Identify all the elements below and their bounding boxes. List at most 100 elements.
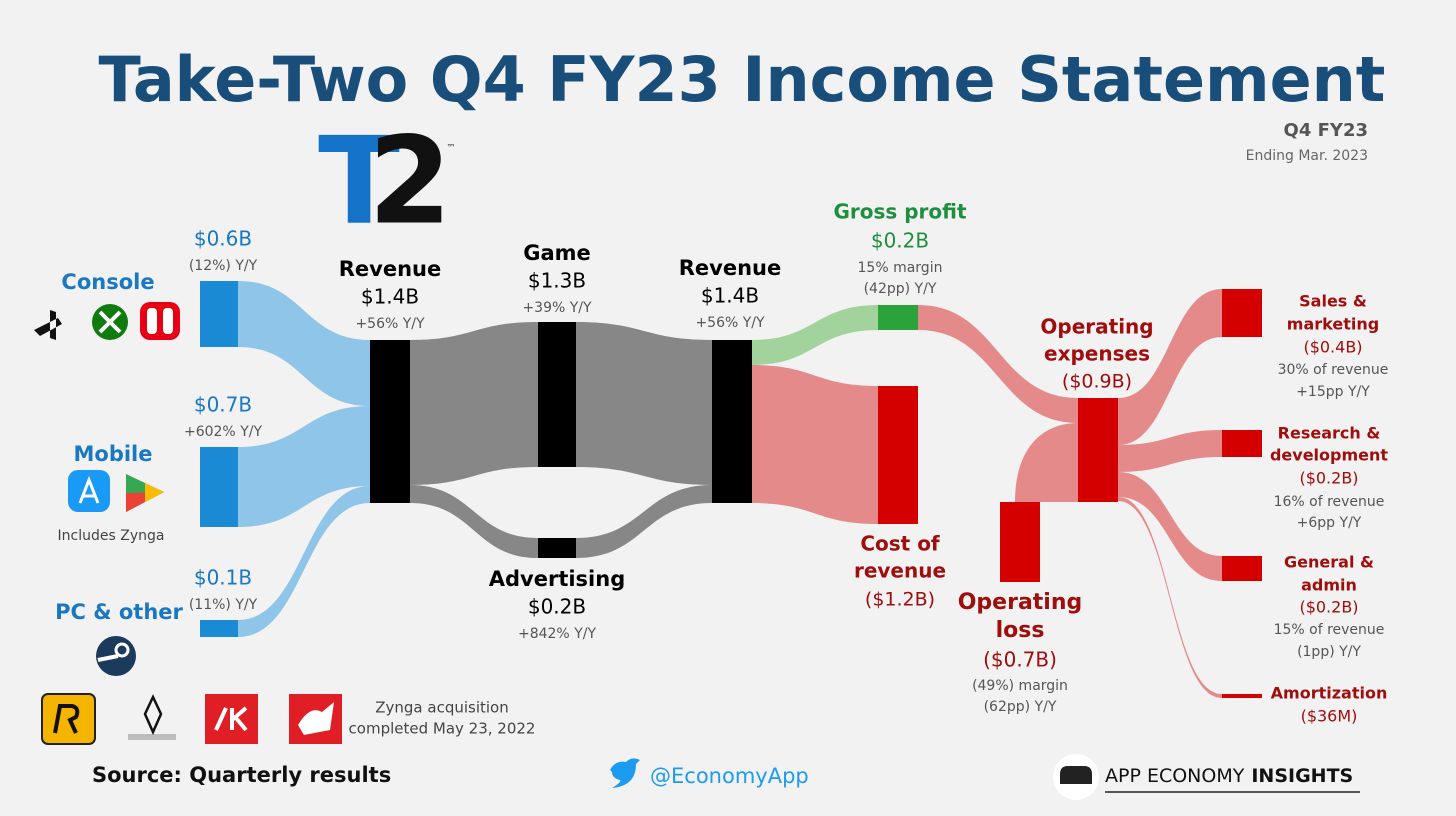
- flow: [918, 305, 1078, 423]
- acquisition-note: completed May 23, 2022: [349, 720, 536, 738]
- flow: [1118, 430, 1222, 472]
- node-name: Revenue: [679, 256, 782, 280]
- growth: (62pp) Y/Y: [984, 699, 1057, 715]
- expense-name: Research &: [1278, 424, 1381, 443]
- growth: (1pp) Y/Y: [1297, 644, 1361, 660]
- twitter-handle: @EconomyApp: [650, 764, 809, 788]
- expense-name: development: [1270, 446, 1388, 465]
- node-name: loss: [996, 618, 1045, 643]
- twitter-icon: [610, 758, 640, 788]
- expense-name: Sales &: [1299, 292, 1367, 311]
- node-name: Game: [523, 241, 591, 265]
- growth: (42pp) Y/Y: [864, 281, 937, 297]
- node-name: Gross profit: [833, 200, 967, 224]
- expense-value: ($36M): [1301, 707, 1358, 726]
- node: [1000, 502, 1040, 582]
- expense-value: ($0.2B): [1299, 598, 1358, 617]
- source: Source: Quarterly results: [92, 763, 391, 787]
- node: [878, 305, 918, 330]
- value: $0.7B: [194, 393, 252, 417]
- node: [200, 620, 238, 637]
- steam-icon: [96, 636, 136, 676]
- node: [878, 386, 918, 524]
- flow: [752, 305, 878, 365]
- node-name: Operating: [1040, 315, 1153, 339]
- growth: +39% Y/Y: [522, 300, 592, 316]
- flow: [576, 322, 712, 485]
- growth: (12%) Y/Y: [189, 258, 258, 274]
- node: [200, 281, 238, 347]
- expense-name: marketing: [1287, 315, 1379, 334]
- flow: [238, 486, 370, 637]
- note: Includes Zynga: [58, 528, 165, 544]
- share: 15% of revenue: [1274, 622, 1385, 638]
- margin: 15% margin: [858, 260, 943, 276]
- node: [538, 322, 576, 467]
- flow: [1015, 423, 1078, 502]
- value: $0.1B: [194, 566, 252, 590]
- growth: +15pp Y/Y: [1296, 384, 1370, 400]
- node: [1222, 289, 1262, 337]
- node-name: revenue: [854, 559, 946, 583]
- node: [200, 447, 238, 527]
- growth: (11%) Y/Y: [189, 597, 258, 613]
- console-icons: [34, 302, 180, 340]
- node-name: Advertising: [489, 567, 626, 591]
- share: 16% of revenue: [1274, 494, 1385, 510]
- mobile-icons: [68, 470, 164, 512]
- expense-name: General &: [1284, 553, 1374, 572]
- node-value: $0.2B: [871, 229, 929, 253]
- period-ending: Ending Mar. 2023: [1246, 148, 1368, 164]
- brand-bold: INSIGHTS: [1251, 765, 1353, 787]
- node-value: ($1.2B): [865, 589, 935, 611]
- logo-2: 2: [368, 113, 452, 252]
- flow: [576, 485, 712, 558]
- growth: +56% Y/Y: [695, 315, 765, 331]
- title: Take-Two Q4 FY23 Income Statement: [99, 43, 1386, 116]
- expense-name: admin: [1301, 576, 1357, 595]
- expense-value: ($0.2B): [1299, 469, 1358, 488]
- node-value: $1.4B: [361, 285, 419, 309]
- growth: +6pp Y/Y: [1297, 515, 1362, 531]
- flow: [1118, 289, 1222, 445]
- segment-name: Console: [61, 270, 154, 294]
- node-value: ($0.7B): [983, 648, 1057, 672]
- growth: +602% Y/Y: [184, 424, 262, 440]
- flows: [238, 281, 1222, 698]
- node: [1078, 398, 1118, 502]
- flow: [1118, 497, 1222, 698]
- segment-name: Mobile: [74, 442, 153, 466]
- node-value: $1.3B: [528, 269, 586, 293]
- node-name: Revenue: [339, 257, 442, 281]
- node: [1222, 556, 1262, 581]
- segment-name: PC & other: [55, 600, 183, 624]
- node-name: Operating: [958, 590, 1083, 615]
- node-value: $1.4B: [701, 284, 759, 308]
- share: 30% of revenue: [1278, 362, 1389, 378]
- period: Q4 FY23: [1284, 120, 1368, 141]
- brand-icon: [1060, 766, 1092, 784]
- node: [538, 538, 576, 558]
- brand-regular: APP ECONOMY: [1105, 765, 1245, 787]
- growth: +842% Y/Y: [518, 626, 596, 642]
- expense-name: Amortization: [1271, 684, 1388, 703]
- flow: [410, 322, 538, 485]
- node: [1222, 430, 1262, 457]
- node-value: ($0.9B): [1062, 371, 1132, 393]
- logo-tm: ™: [447, 144, 456, 154]
- node: [1222, 694, 1262, 698]
- node: [712, 340, 752, 503]
- nodes: [200, 281, 1262, 698]
- node-value: $0.2B: [528, 595, 586, 619]
- flow: [238, 281, 370, 406]
- node-name: Cost of: [860, 532, 940, 556]
- value: $0.6B: [194, 227, 252, 251]
- node: [370, 340, 410, 503]
- flow: [410, 485, 538, 558]
- margin: (49%) margin: [972, 678, 1068, 694]
- brand: APP ECONOMY INSIGHTS: [1105, 765, 1353, 787]
- growth: +56% Y/Y: [355, 316, 425, 332]
- flow: [238, 406, 370, 527]
- acquisition-note: Zynga acquisition: [375, 699, 509, 717]
